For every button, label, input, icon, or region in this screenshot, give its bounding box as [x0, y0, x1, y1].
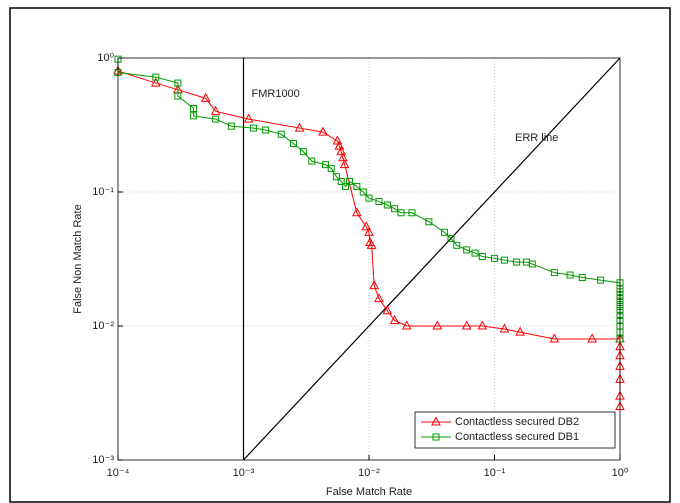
marker	[578, 274, 586, 282]
legend-box	[414, 411, 616, 449]
marker	[441, 228, 449, 236]
x-tick-label: 10⁻¹	[484, 467, 506, 479]
marker	[352, 207, 362, 217]
y-tick-label: 10⁻²	[92, 320, 114, 332]
marker	[401, 320, 412, 330]
marker	[383, 201, 391, 209]
plot-frame	[117, 57, 621, 461]
marker	[382, 305, 393, 315]
marker	[346, 177, 354, 185]
marker	[500, 256, 508, 264]
marker	[515, 326, 525, 336]
marker	[190, 104, 198, 112]
marker	[453, 241, 461, 249]
marker	[152, 73, 160, 81]
marker	[243, 113, 254, 123]
marker	[374, 293, 384, 303]
marker	[200, 92, 211, 102]
legend-marker	[431, 416, 441, 426]
marker	[375, 197, 383, 205]
marker	[566, 271, 574, 279]
marker	[477, 320, 488, 330]
marker	[366, 239, 377, 249]
marker	[289, 140, 297, 148]
y-axis-label: False Non Match Rate	[72, 204, 84, 313]
marker	[397, 209, 405, 217]
marker	[432, 320, 443, 330]
marker	[425, 218, 433, 226]
marker	[365, 194, 373, 202]
marker	[408, 209, 416, 217]
marker	[587, 333, 597, 343]
marker	[491, 254, 498, 262]
marker	[364, 226, 374, 236]
x-tick-label: 10⁻⁴	[107, 467, 130, 479]
marker	[249, 124, 257, 132]
x-axis-label: False Match Rate	[326, 486, 412, 498]
marker	[334, 140, 345, 150]
y-tick-label: 10⁰	[97, 52, 114, 64]
legend-marker	[432, 433, 440, 441]
marker	[361, 221, 372, 231]
marker	[150, 77, 161, 87]
marker	[463, 246, 471, 254]
marker	[597, 276, 605, 284]
marker	[299, 148, 307, 156]
x-tick-label: 10⁻³	[233, 467, 255, 479]
fmr-label: FMR1000	[252, 88, 300, 100]
marker	[549, 333, 560, 343]
marker	[318, 126, 328, 136]
marker	[174, 92, 182, 100]
marker	[210, 105, 221, 115]
marker	[174, 79, 182, 87]
marker	[353, 182, 361, 190]
y-tick-label: 10⁻³	[92, 454, 114, 466]
marker	[550, 269, 558, 277]
legend-label: Contactless secured DB2	[455, 416, 579, 428]
marker	[339, 159, 350, 169]
marker	[277, 130, 285, 138]
marker	[336, 146, 346, 156]
marker	[321, 161, 329, 169]
marker	[327, 164, 335, 172]
marker	[499, 323, 510, 333]
marker	[262, 126, 270, 134]
marker	[337, 177, 345, 185]
marker	[342, 182, 350, 190]
marker	[461, 320, 472, 330]
marker	[308, 157, 316, 165]
err-label: ERR line	[515, 132, 558, 144]
marker	[190, 112, 198, 120]
err-line	[243, 57, 621, 461]
marker	[513, 258, 521, 266]
marker	[227, 122, 235, 130]
x-tick-label: 10⁰	[612, 467, 629, 479]
marker	[212, 115, 220, 123]
marker	[391, 205, 399, 213]
marker	[332, 173, 340, 181]
marker	[528, 260, 536, 268]
marker	[447, 234, 455, 242]
marker	[332, 135, 343, 145]
marker	[359, 188, 367, 196]
marker	[338, 152, 348, 162]
marker	[478, 253, 486, 261]
y-tick-label: 10⁻¹	[92, 186, 114, 198]
x-tick-label: 10⁻²	[358, 467, 380, 479]
marker	[471, 249, 479, 257]
marker	[369, 280, 380, 290]
legend-label: Contactless secured DB1	[455, 431, 579, 443]
marker	[389, 314, 400, 324]
marker	[294, 122, 305, 132]
